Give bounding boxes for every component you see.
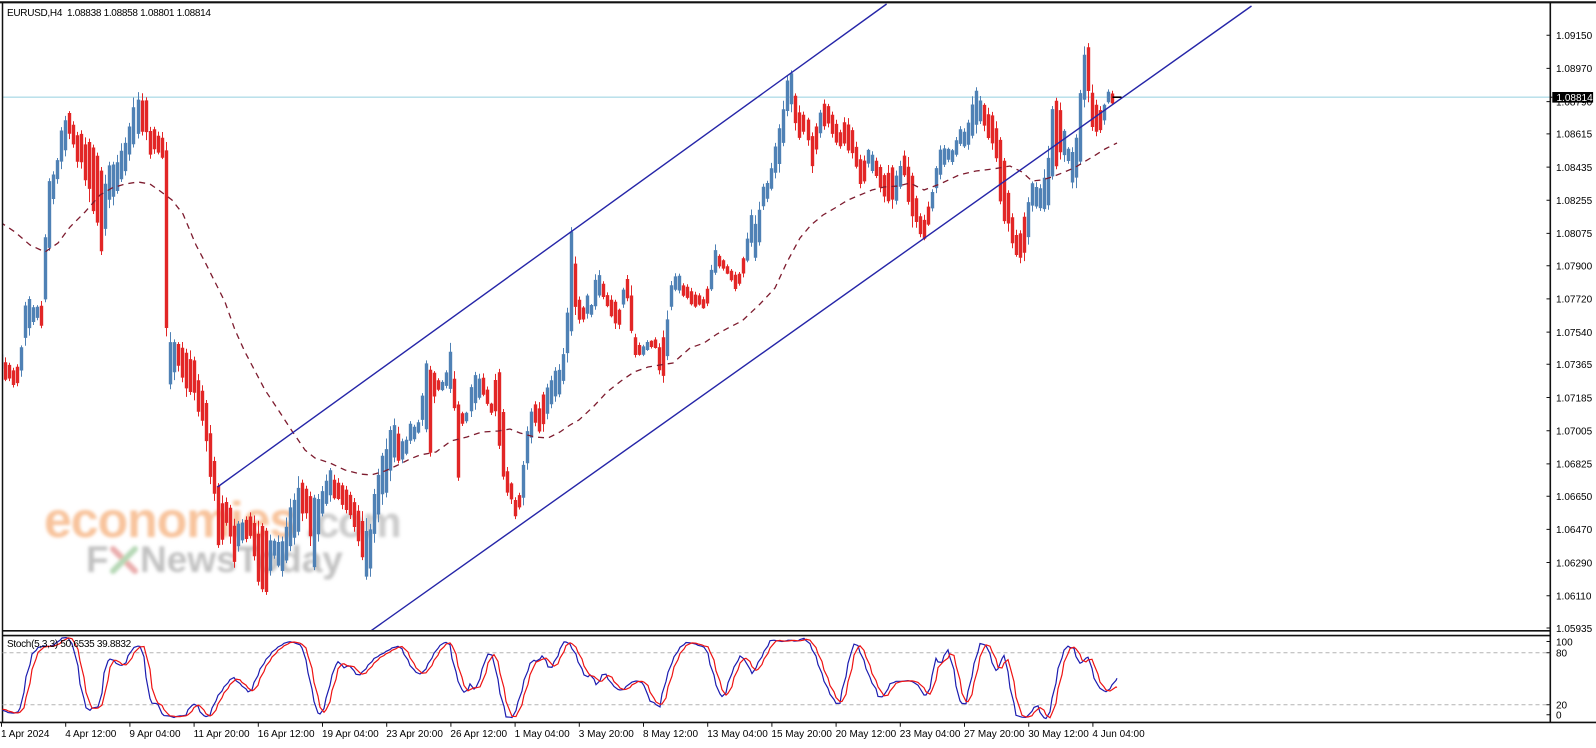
svg-text:1.08790: 1.08790 bbox=[1556, 97, 1593, 108]
svg-text:1.07900: 1.07900 bbox=[1556, 262, 1593, 273]
svg-text:4 Jun 04:00: 4 Jun 04:00 bbox=[1092, 729, 1145, 740]
svg-text:13 May 04:00: 13 May 04:00 bbox=[707, 729, 768, 740]
svg-text:100: 100 bbox=[1556, 638, 1573, 649]
svg-text:1.07720: 1.07720 bbox=[1556, 295, 1593, 306]
svg-text:23 Apr 20:00: 23 Apr 20:00 bbox=[386, 729, 443, 740]
svg-text:26 Apr 12:00: 26 Apr 12:00 bbox=[450, 729, 507, 740]
svg-text:1.07005: 1.07005 bbox=[1556, 427, 1593, 438]
svg-text:1.05935: 1.05935 bbox=[1556, 624, 1593, 635]
svg-text:9 Apr 04:00: 9 Apr 04:00 bbox=[129, 729, 181, 740]
svg-text:0: 0 bbox=[1556, 711, 1562, 722]
svg-text:1 Apr 2024: 1 Apr 2024 bbox=[1, 729, 50, 740]
svg-text:NewsToday: NewsToday bbox=[140, 539, 343, 580]
svg-text:8 May 12:00: 8 May 12:00 bbox=[643, 729, 698, 740]
svg-text:19 Apr 04:00: 19 Apr 04:00 bbox=[322, 729, 379, 740]
svg-text:3 May 20:00: 3 May 20:00 bbox=[579, 729, 634, 740]
svg-text:15 May 20:00: 15 May 20:00 bbox=[771, 729, 832, 740]
svg-text:1.08255: 1.08255 bbox=[1556, 196, 1593, 207]
svg-text:1.06110: 1.06110 bbox=[1556, 592, 1592, 603]
svg-text:23 May 04:00: 23 May 04:00 bbox=[900, 729, 961, 740]
svg-text:1.08970: 1.08970 bbox=[1556, 64, 1593, 75]
svg-text:1.09150: 1.09150 bbox=[1556, 31, 1593, 42]
svg-text:1.08075: 1.08075 bbox=[1556, 229, 1593, 240]
svg-text:1.06825: 1.06825 bbox=[1556, 460, 1593, 471]
svg-text:11 Apr 20:00: 11 Apr 20:00 bbox=[194, 729, 250, 740]
svg-text:20: 20 bbox=[1556, 701, 1568, 712]
svg-text:30 May 12:00: 30 May 12:00 bbox=[1028, 729, 1089, 740]
svg-text:1.08615: 1.08615 bbox=[1556, 130, 1593, 141]
svg-text:1.07365: 1.07365 bbox=[1556, 360, 1593, 371]
svg-text:Stoch(5,3,3) 50.6535 39.8832: Stoch(5,3,3) 50.6535 39.8832 bbox=[7, 639, 132, 650]
svg-text:EURUSD,H4 1.08838 1.08858 1.0: EURUSD,H4 1.08838 1.08858 1.08801 1.0881… bbox=[7, 8, 211, 19]
svg-text:20 May 12:00: 20 May 12:00 bbox=[836, 729, 897, 740]
svg-text:16 Apr 12:00: 16 Apr 12:00 bbox=[258, 729, 315, 740]
svg-text:4 Apr 12:00: 4 Apr 12:00 bbox=[65, 729, 117, 740]
svg-text:1.06650: 1.06650 bbox=[1556, 492, 1593, 503]
svg-text:27 May 20:00: 27 May 20:00 bbox=[964, 729, 1025, 740]
svg-text:1 May 04:00: 1 May 04:00 bbox=[515, 729, 570, 740]
svg-text:1.06470: 1.06470 bbox=[1556, 525, 1593, 536]
svg-text:80: 80 bbox=[1556, 649, 1568, 660]
svg-text:1.08435: 1.08435 bbox=[1556, 163, 1593, 174]
svg-text:1.07185: 1.07185 bbox=[1556, 393, 1593, 404]
svg-text:1.08814: 1.08814 bbox=[1557, 93, 1594, 104]
svg-text:F: F bbox=[86, 539, 109, 580]
svg-text:1.06290: 1.06290 bbox=[1556, 558, 1593, 569]
svg-text:1.07540: 1.07540 bbox=[1556, 328, 1593, 339]
